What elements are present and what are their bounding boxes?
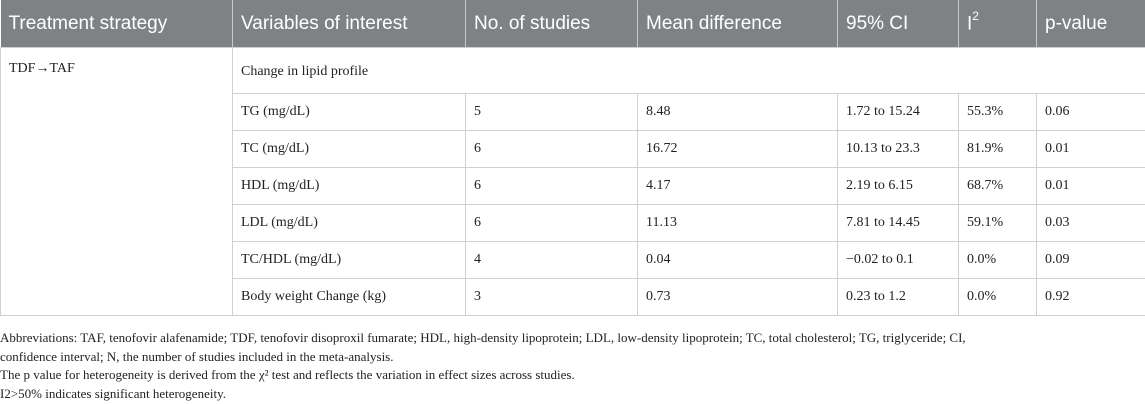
cell-variable: TC/HDL (mg/dL) [232, 241, 466, 279]
table-row: LDL (mg/dL) 6 11.13 7.81 to 14.45 59.1% … [1, 204, 1145, 242]
cell-mean-difference: 8.48 [637, 93, 838, 131]
cell-mean-difference: 4.17 [637, 167, 838, 205]
cell-i2: 68.7% [958, 167, 1037, 205]
cell-variable: TC (mg/dL) [232, 130, 466, 168]
header-i2-base: I [967, 13, 973, 35]
header-no-of-studies: No. of studies [465, 0, 638, 48]
cell-mean-difference: 0.04 [637, 241, 838, 279]
cell-p-value: 0.01 [1036, 130, 1145, 168]
cell-studies: 3 [465, 278, 638, 316]
table-row: TC/HDL (mg/dL) 4 0.04 −0.02 to 0.1 0.0% … [1, 241, 1145, 279]
footnote-significance: I2>50% indicates significant heterogenei… [0, 385, 226, 401]
cell-p-value: 0.01 [1036, 167, 1145, 205]
cell-studies: 4 [465, 241, 638, 279]
footnote-abbreviations-line-2: confidence interval; N, the number of st… [0, 348, 394, 364]
cell-i2: 0.0% [958, 241, 1037, 279]
header-row: Treatment strategy Variables of interest… [0, 0, 1145, 48]
cell-i2: 55.3% [958, 93, 1037, 131]
footnote-abbreviations-line-1: Abbreviations: TAF, tenofovir alafenamid… [0, 330, 966, 345]
cell-variable: Body weight Change (kg) [232, 278, 466, 316]
cell-ci: 0.23 to 1.2 [837, 278, 959, 316]
cell-p-value: 0.06 [1036, 93, 1145, 131]
cell-group-label: Change in lipid profile [232, 47, 1145, 94]
table-row: TC (mg/dL) 6 16.72 10.13 to 23.3 81.9% 0… [1, 130, 1145, 168]
cell-treatment-strategy: TDF→TAF [0, 47, 233, 316]
cell-studies: 6 [465, 167, 638, 205]
cell-ci: 7.81 to 14.45 [837, 204, 959, 242]
footnote-heterogeneity: The p value for heterogeneity is derived… [0, 367, 575, 382]
cell-ci: 2.19 to 6.15 [837, 167, 959, 205]
table-row: HDL (mg/dL) 6 4.17 2.19 to 6.15 68.7% 0.… [1, 167, 1145, 205]
cell-studies: 6 [465, 130, 638, 168]
cell-mean-difference: 11.13 [637, 204, 838, 242]
cell-i2: 59.1% [958, 204, 1037, 242]
cell-ci: 10.13 to 23.3 [837, 130, 959, 168]
header-95-ci: 95% CI [837, 0, 959, 48]
cell-variable: TG (mg/dL) [232, 93, 466, 131]
cell-mean-difference: 0.73 [637, 278, 838, 316]
cell-studies: 6 [465, 204, 638, 242]
header-i2-superscript: 2 [972, 9, 979, 24]
cell-p-value: 0.03 [1036, 204, 1145, 242]
cell-i2: 0.0% [958, 278, 1037, 316]
cell-studies: 5 [465, 93, 638, 131]
table-row-group: TDF→TAF Change in lipid profile [0, 47, 1145, 316]
table-footnotes: Abbreviations: TAF, tenofovir alafenamid… [0, 329, 1145, 403]
header-i2: I2 [958, 0, 1037, 48]
cell-ci: −0.02 to 0.1 [837, 241, 959, 279]
cell-variable: HDL (mg/dL) [232, 167, 466, 205]
table-row: TG (mg/dL) 5 8.48 1.72 to 15.24 55.3% 0.… [1, 93, 1145, 131]
header-treatment-strategy: Treatment strategy [0, 0, 233, 48]
cell-p-value: 0.09 [1036, 241, 1145, 279]
results-table: Treatment strategy Variables of interest… [0, 0, 1145, 316]
cell-ci: 1.72 to 15.24 [837, 93, 959, 131]
table-row: Body weight Change (kg) 3 0.73 0.23 to 1… [1, 278, 1145, 316]
header-variables-of-interest: Variables of interest [232, 0, 466, 48]
cell-mean-difference: 16.72 [637, 130, 838, 168]
cell-i2: 81.9% [958, 130, 1037, 168]
header-mean-difference: Mean difference [637, 0, 838, 48]
cell-variable: LDL (mg/dL) [232, 204, 466, 242]
cell-p-value: 0.92 [1036, 278, 1145, 316]
header-p-value: p-value [1036, 0, 1145, 48]
